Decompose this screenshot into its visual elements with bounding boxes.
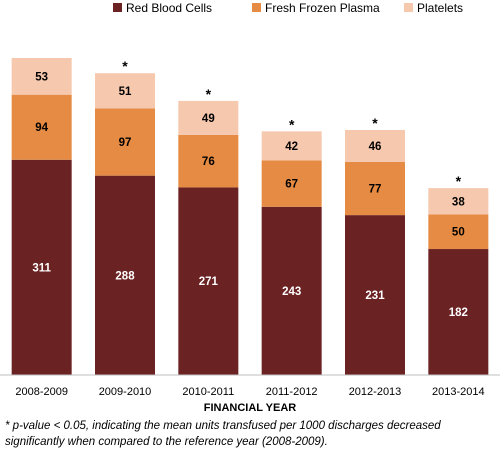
- legend-label-red-blood-cells: Red Blood Cells: [126, 1, 212, 15]
- bar-platelets-2011-2012: [261, 131, 322, 161]
- legend-swatch-platelets: [404, 3, 413, 12]
- data-label-platelets-2010-2011: 49: [202, 113, 215, 125]
- bar-red-blood-cells-2010-2011: [178, 187, 239, 375]
- bar-red-blood-cells-2013-2014: [428, 249, 489, 375]
- data-label-fresh-frozen-plasma-2008-2009: 94: [35, 122, 48, 134]
- data-label-platelets-2013-2014: 38: [452, 196, 465, 208]
- legend-swatch-red-blood-cells: [113, 3, 122, 12]
- significance-marker-2011-2012: *: [289, 116, 295, 132]
- bar-platelets-2009-2010: [95, 73, 155, 109]
- data-label-red-blood-cells-2011-2012: 243: [282, 286, 301, 298]
- data-label-red-blood-cells-2010-2011: 271: [199, 276, 219, 288]
- x-axis-title: FINANCIAL YEAR: [204, 402, 297, 414]
- bar-fresh-frozen-plasma-2008-2009: [11, 94, 72, 160]
- significance-marker-2010-2011: *: [206, 86, 212, 102]
- footnote: * p-value < 0.05, indicating the mean un…: [5, 420, 441, 448]
- bars: 311 94 53 288 97 51 * 271 76 49 * 243 67 42 * 231 77 46 * 1…: [11, 58, 489, 375]
- x-axis-ticks: 2008-2009 2009-2010 2010-2011 2011-2012 2012…: [15, 386, 484, 398]
- x-tick-label-2009-2010: 2009-2010: [99, 386, 152, 398]
- bar-fresh-frozen-plasma-2009-2010: [95, 108, 155, 176]
- data-label-red-blood-cells-2009-2010: 288: [115, 270, 135, 282]
- data-label-red-blood-cells-2013-2014: 182: [449, 307, 468, 319]
- legend-label-platelets: Platelets: [417, 1, 463, 15]
- x-tick-label-2012-2013: 2012-2013: [349, 386, 402, 398]
- bar-fresh-frozen-plasma-2012-2013: [345, 161, 405, 216]
- stacked-bar-chart: Red Blood Cells Fresh Frozen Plasma Platel…: [0, 1, 500, 414]
- bar-red-blood-cells-2009-2010: [95, 175, 155, 375]
- bar-fresh-frozen-plasma-2013-2014: [428, 214, 489, 250]
- legend-label-fresh-frozen-plasma: Fresh Frozen Plasma: [265, 1, 380, 15]
- data-label-platelets-2008-2009: 53: [35, 71, 48, 83]
- x-tick-label-2013-2014: 2013-2014: [432, 386, 485, 398]
- bar-platelets-2012-2013: [345, 129, 405, 162]
- bar-fresh-frozen-plasma-2011-2012: [261, 160, 322, 207]
- bar-platelets-2010-2011: [178, 100, 239, 135]
- data-label-platelets-2009-2010: 51: [119, 86, 132, 98]
- bar-red-blood-cells-2011-2012: [261, 206, 322, 375]
- bar-fresh-frozen-plasma-2010-2011: [178, 134, 239, 188]
- data-label-platelets-2011-2012: 42: [285, 141, 298, 153]
- data-label-fresh-frozen-plasma-2010-2011: 76: [202, 156, 215, 168]
- data-label-fresh-frozen-plasma-2013-2014: 50: [452, 227, 465, 239]
- legend-swatch-fresh-frozen-plasma: [252, 3, 261, 12]
- legend: Red Blood Cells Fresh Frozen Plasma Platel…: [113, 1, 463, 15]
- bar-red-blood-cells-2012-2013: [345, 215, 405, 375]
- bar-platelets-2013-2014: [428, 188, 489, 215]
- x-tick-label-2008-2009: 2008-2009: [15, 386, 68, 398]
- bar-red-blood-cells-2008-2009: [11, 159, 72, 375]
- data-label-red-blood-cells-2012-2013: 231: [365, 290, 385, 302]
- data-label-fresh-frozen-plasma-2009-2010: 97: [119, 137, 132, 149]
- data-label-platelets-2012-2013: 46: [369, 141, 382, 153]
- bar-platelets-2008-2009: [11, 58, 72, 95]
- significance-marker-2009-2010: *: [122, 58, 128, 74]
- significance-marker-2013-2014: *: [456, 173, 462, 189]
- x-tick-label-2010-2011: 2010-2011: [182, 386, 234, 398]
- data-label-fresh-frozen-plasma-2011-2012: 67: [285, 179, 298, 191]
- data-label-red-blood-cells-2008-2009: 311: [32, 262, 51, 274]
- data-label-fresh-frozen-plasma-2012-2013: 77: [369, 183, 382, 195]
- x-tick-label-2011-2012: 2011-2012: [266, 386, 318, 398]
- significance-marker-2012-2013: *: [372, 115, 378, 131]
